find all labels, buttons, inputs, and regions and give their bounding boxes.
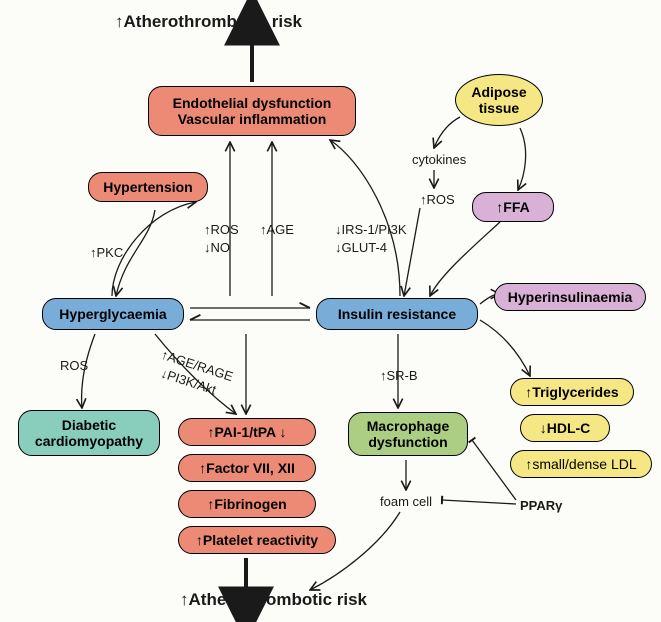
label-ros2: ↑ROS (420, 192, 455, 207)
label-glut4: ↓GLUT-4 (335, 240, 387, 255)
node-htn: Hypertension (88, 172, 208, 202)
node-insres: Insulin resistance (316, 298, 478, 330)
arrow-a-adip-ffa (518, 128, 526, 190)
arrow-a-ppar-foam (442, 500, 516, 504)
node-endo: Endothelial dysfunction Vascular inflamm… (148, 86, 356, 136)
arrow-a-ppar-macro (472, 440, 516, 500)
label-foam: foam cell (380, 494, 432, 509)
node-ffa: ↑FFA (472, 192, 554, 222)
arrow-a-insres-endo (330, 140, 400, 296)
arrow-a-insres-trig (480, 320, 530, 376)
label-age-up: ↑AGE (260, 222, 294, 237)
node-fibr: ↑Fibrinogen (178, 490, 316, 518)
label-pkc: ↑PKC (90, 245, 123, 260)
label-no-dn: ↓NO (204, 240, 230, 255)
node-pai: ↑PAI-1/tPA ↓ (178, 418, 316, 446)
label-risk-bot: ↑Atherothrombotic risk (180, 590, 367, 610)
label-cytokines: cytokines (412, 152, 466, 167)
node-plat: ↑Platelet reactivity (178, 526, 336, 554)
node-hdlc: ↓HDL-C (520, 414, 610, 442)
node-adipose: Adipose tissue (455, 74, 543, 126)
node-dcm: Diabetic cardiomyopathy (18, 410, 160, 456)
node-trig: ↑Triglycerides (510, 378, 634, 406)
node-hypergly: Hyperglycaemia (42, 298, 184, 330)
label-ros-up: ↑ROS (204, 222, 239, 237)
arrow-a-ffa-insres (430, 222, 500, 296)
arrow-a-adip-cyto (434, 117, 460, 148)
label-irs: ↓IRS-1/PI3K (335, 222, 407, 237)
node-hyperins: Hyperinsulinaemia (494, 283, 646, 311)
label-ppar: PPARγ (520, 498, 562, 513)
node-f7: ↑Factor VII, XII (178, 454, 316, 482)
label-srb: ↑SR-B (380, 368, 418, 383)
label-risk-top: ↑Atherothrombotic risk (115, 12, 302, 32)
node-ldl: ↑small/dense LDL (510, 450, 652, 478)
node-macro: Macrophage dysfunction (348, 412, 468, 456)
label-ros3: ROS (60, 358, 88, 373)
